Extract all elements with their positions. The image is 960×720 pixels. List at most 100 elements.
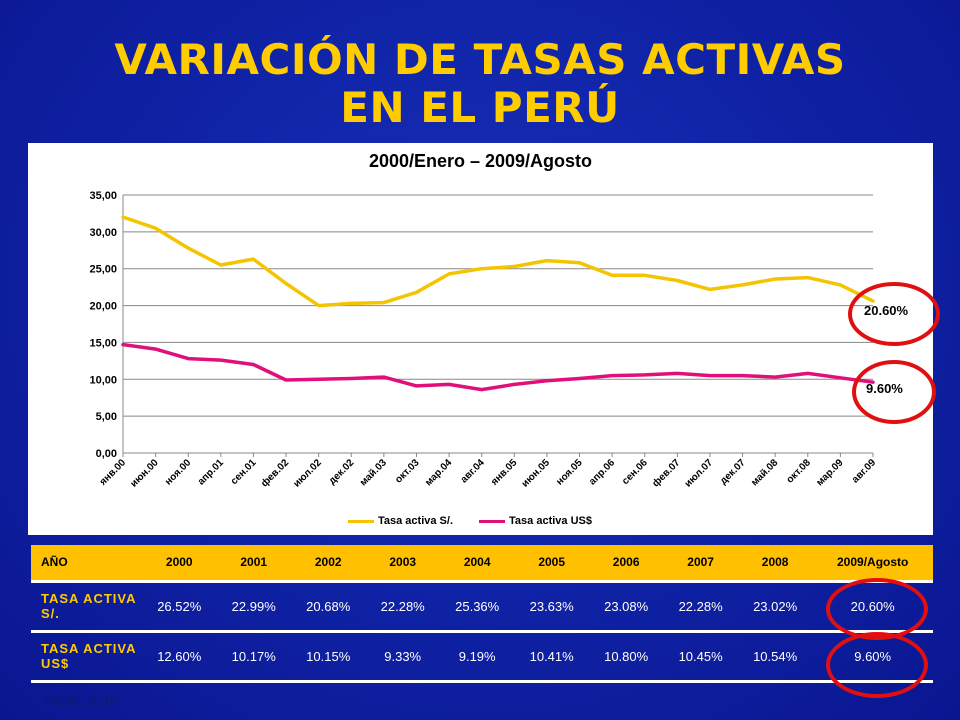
data-point-dollars <box>317 378 320 381</box>
table-cell: 10.54% <box>753 648 798 664</box>
header-cell: 2009/Agosto <box>837 555 909 570</box>
data-point-soles <box>643 274 646 277</box>
table-cell: 10.17% <box>231 648 276 664</box>
data-point-soles <box>480 267 483 270</box>
data-point-soles <box>839 283 842 287</box>
data-point-soles <box>252 257 255 261</box>
table-cell: 23.02% <box>753 598 798 614</box>
data-point-soles <box>154 226 157 230</box>
data-point-soles <box>545 259 549 262</box>
legend-label-dollars: Tasa activa US$ <box>509 515 592 527</box>
data-point-dollars <box>284 378 288 382</box>
y-tick-label: 30,00 <box>89 227 117 239</box>
data-point-dollars <box>773 375 777 379</box>
y-tick-label: 10,00 <box>89 374 117 386</box>
x-tick-label: янв.05 <box>489 457 520 488</box>
data-point-dollars <box>415 384 418 388</box>
table-cell: 10.41% <box>529 648 574 664</box>
x-tick-label: авг.04 <box>459 457 487 485</box>
data-point-soles <box>610 274 614 277</box>
y-tick-label: 25,00 <box>89 264 117 276</box>
data-point-dollars <box>154 347 157 351</box>
header-cell: 2002 <box>314 555 342 570</box>
header-cell: 2004 <box>463 555 491 570</box>
data-point-dollars <box>806 372 809 375</box>
table-row-soles: TASA ACTIVA S/. 26.52% 22.99% 20.68% 22.… <box>31 581 933 631</box>
chart-title: 2000/Enero – 2009/Agosto <box>368 151 593 171</box>
header-cell: 2000 <box>165 555 193 570</box>
rates-table: AÑO 2000 2001 2002 2003 2004 2005 2006 2… <box>31 545 933 683</box>
table-cell: 26.52% <box>157 598 202 614</box>
slide-title-line2: EN EL PERÚ <box>340 83 620 132</box>
table-cell: 10.80% <box>604 648 649 664</box>
data-point-dollars <box>513 383 516 386</box>
line-chart: 0,00 5,00 10,00 15,00 20,00 25,00 30,00 35,00 ян… <box>89 190 878 490</box>
data-point-soles <box>676 279 679 282</box>
data-point-soles <box>382 301 386 304</box>
row-label-dollars: TASA ACTIVA US$ <box>41 641 137 671</box>
table-cell: 23.63% <box>529 598 574 614</box>
data-point-dollars <box>839 376 842 380</box>
series-line-dollars <box>121 342 875 392</box>
data-point-soles <box>415 291 418 294</box>
x-tick-label: окт.03 <box>393 457 422 486</box>
series-line-soles <box>121 215 875 308</box>
x-tick-label: сен.06 <box>620 457 650 487</box>
table-header-row: AÑO 2000 2001 2002 2003 2004 2005 2006 2… <box>31 545 933 581</box>
header-cell: 2008 <box>761 555 789 570</box>
data-point-soles <box>806 276 809 279</box>
chart-legend: Tasa activa S/. Tasa activa US$ <box>348 515 592 527</box>
y-tick-label: 5,00 <box>96 411 117 423</box>
data-point-soles <box>219 263 223 267</box>
x-tick-label: ноя.00 <box>163 457 194 488</box>
highlight-circle-table-soles <box>826 578 928 640</box>
data-point-soles <box>350 302 353 305</box>
x-tick-label: окт.08 <box>785 457 814 486</box>
x-tick-label: дек.02 <box>327 457 357 487</box>
data-point-dollars <box>643 373 646 377</box>
data-point-soles <box>317 304 320 307</box>
legend-label-soles: Tasa activa S/. <box>378 515 454 527</box>
x-tick-label: апр.06 <box>587 457 617 487</box>
data-point-dollars <box>708 374 712 377</box>
data-point-dollars <box>676 372 679 375</box>
highlight-circle-table-dollars <box>826 632 928 698</box>
header-cell: 2007 <box>687 555 714 570</box>
data-point-soles <box>284 282 288 285</box>
x-tick-label: май.08 <box>749 457 780 488</box>
table-cell: 20.68% <box>306 598 351 614</box>
data-point-dollars <box>610 374 614 377</box>
x-tick-label: июн.05 <box>520 457 553 490</box>
table-row-dollars: TASA ACTIVA US$ 12.60% 10.17% 10.15% 9.3… <box>31 631 933 681</box>
data-point-dollars <box>219 358 223 362</box>
x-tick-label: июл.07 <box>683 457 716 490</box>
row-label-soles: TASA ACTIVA S/. <box>41 591 137 621</box>
y-tick-label: 15,00 <box>89 337 117 349</box>
table-cell: 22.99% <box>231 598 276 614</box>
data-point-soles <box>447 272 451 276</box>
table-cell: 10.45% <box>678 648 723 664</box>
table-cell: 22.28% <box>380 598 425 614</box>
x-tick-label: фев.07 <box>650 456 683 489</box>
legend-entry-soles: Tasa activa S/. <box>348 515 453 527</box>
table-cell: 10.15% <box>306 648 351 664</box>
x-tick-label: июл.02 <box>291 457 324 490</box>
header-cell: AÑO <box>41 555 68 570</box>
source-note: Fuente: BCRP <box>44 694 122 708</box>
table-cell: 9.19% <box>458 648 496 664</box>
data-point-soles <box>708 288 712 291</box>
table-cell: 23.08% <box>604 598 649 614</box>
data-point-dollars <box>121 343 125 346</box>
x-tick-label: апр.01 <box>196 457 226 487</box>
x-tick-label: мар.04 <box>423 457 454 488</box>
legend-entry-dollars: Tasa activa US$ <box>479 515 592 527</box>
header-cell: 2005 <box>538 555 566 570</box>
x-tick-label: май.03 <box>358 457 389 488</box>
x-tick-label: фев.02 <box>258 456 291 489</box>
x-tick-label: мар.09 <box>815 457 846 488</box>
data-point-soles <box>741 283 744 287</box>
x-tick-label: янв.00 <box>98 457 129 488</box>
header-cell: 2001 <box>240 555 268 570</box>
data-point-dollars <box>447 383 451 386</box>
highlight-circle-dollars <box>852 360 936 424</box>
